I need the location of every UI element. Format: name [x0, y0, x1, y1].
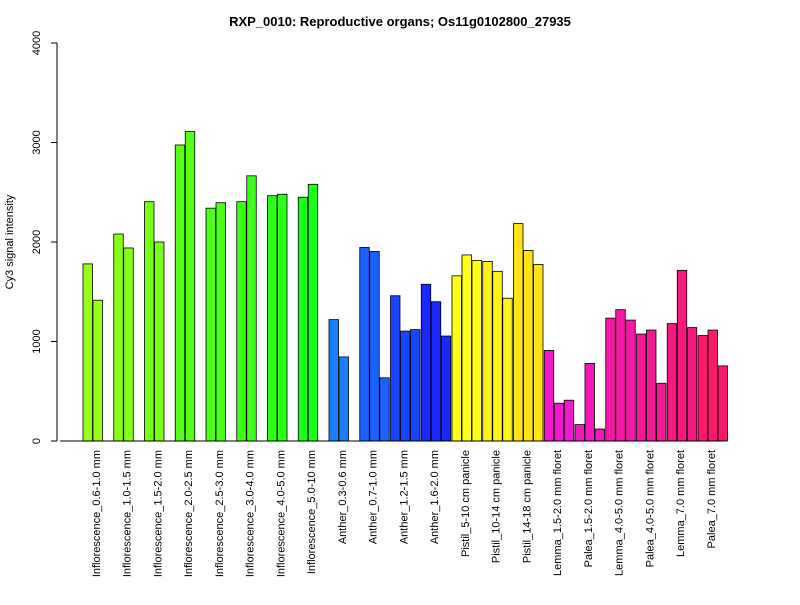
bar: [502, 297, 513, 442]
bar: [359, 247, 370, 442]
y-tick-label: 1000: [31, 329, 43, 353]
y-tick-label: 3000: [31, 130, 43, 154]
bar: [636, 333, 647, 442]
bar: [410, 329, 421, 442]
bar: [236, 201, 247, 442]
x-tick-label: Lemma_1.5-2.0 mm floret: [552, 450, 564, 576]
bar: [533, 263, 544, 442]
x-tick-label: Inflorescence_4.0-5.0 mm: [275, 450, 287, 577]
bar: [717, 365, 728, 442]
bar: [605, 317, 616, 442]
bar: [174, 144, 186, 442]
bar: [543, 350, 555, 442]
y-axis: 0 1000 2000 3000 4000: [31, 31, 58, 444]
bar: [297, 196, 309, 442]
bar: [390, 295, 401, 442]
bar: [267, 195, 278, 442]
bar: [215, 202, 226, 442]
bar: [440, 335, 452, 442]
x-tick-label: Inflorescence_2.0-2.5 mm: [183, 450, 195, 577]
bar: [420, 283, 432, 442]
bar: [205, 207, 216, 442]
bar: [563, 399, 575, 442]
x-tick-label: Inflorescence_1.0-1.5 mm: [122, 450, 134, 577]
y-tick-label: 0: [31, 438, 43, 444]
bar: [338, 356, 349, 442]
y-axis-label: Cy3 signal intensity: [4, 194, 16, 289]
bar: [379, 377, 390, 442]
bar: [184, 131, 196, 442]
bar: [277, 193, 288, 442]
bar: [523, 250, 534, 442]
x-tick-label: Inflorescence_2.5-3.0 mm: [214, 450, 226, 577]
x-tick-label: Inflorescence_5.0-10 mm: [306, 450, 318, 574]
bar: [123, 247, 134, 442]
x-tick-label: Lemma_7.0 mm floret: [675, 450, 687, 557]
x-tick-label: Anther_1.2-1.5 mm: [398, 450, 410, 544]
x-tick-label: Inflorescence_0.6-1.0 mm: [91, 450, 103, 577]
bars: [82, 131, 728, 442]
x-tick-label: Lemma_4.0-5.0 mm floret: [614, 450, 626, 576]
bar: [625, 319, 636, 442]
x-axis-labels: Inflorescence_0.6-1.0 mm Inflorescence_1.…: [91, 450, 718, 577]
bar: [676, 269, 688, 442]
bar: [615, 309, 626, 442]
bar: [492, 270, 503, 442]
bar: [686, 327, 698, 442]
bar: [574, 424, 585, 442]
bar: [430, 301, 442, 442]
bar: [92, 299, 103, 442]
bar: [656, 382, 667, 442]
bar: [461, 254, 472, 442]
bar: [666, 323, 678, 442]
x-tick-label: Palea_1.5-2.0 mm floret: [583, 450, 595, 567]
bar: [113, 233, 124, 442]
bar: [307, 183, 319, 442]
bar: [584, 362, 595, 442]
x-tick-label: Anther_0.3-0.6 mm: [337, 450, 349, 544]
bar: [697, 335, 708, 442]
bar: [82, 263, 93, 442]
bar: [646, 329, 657, 442]
bar: [707, 329, 718, 442]
bar: [553, 402, 565, 442]
bar: [513, 223, 524, 442]
x-tick-label: Inflorescence_1.5-2.0 mm: [152, 450, 164, 577]
x-tick-label: Anther_1.6-2.0 mm: [429, 450, 441, 544]
y-tick-label: 4000: [31, 31, 43, 55]
bar: [400, 330, 411, 442]
bar: [154, 241, 165, 442]
bar: [369, 251, 380, 442]
x-tick-label: Pistil_10-14 cm panicle: [491, 450, 503, 563]
bar: [144, 201, 155, 442]
x-tick-label: Palea_4.0-5.0 mm floret: [644, 450, 656, 567]
y-tick-label: 2000: [31, 230, 43, 254]
bar: [471, 260, 482, 442]
x-tick-label: Pistil_5-10 cm panicle: [460, 450, 472, 557]
x-tick-label: Anther_0.7-1.0 mm: [368, 450, 380, 544]
x-tick-label: Inflorescence_3.0-4.0 mm: [245, 450, 257, 577]
bar: [594, 428, 605, 442]
bar: [246, 175, 257, 442]
bar: [482, 261, 493, 442]
x-tick-label: Palea_7.0 mm floret: [706, 450, 718, 548]
x-tick-label: Pistil_14-18 cm panicle: [521, 450, 533, 563]
bar: [451, 275, 462, 442]
chart-title: RXP_0010: Reproductive organs; Os11g0102…: [229, 14, 571, 29]
bar: [328, 319, 339, 442]
